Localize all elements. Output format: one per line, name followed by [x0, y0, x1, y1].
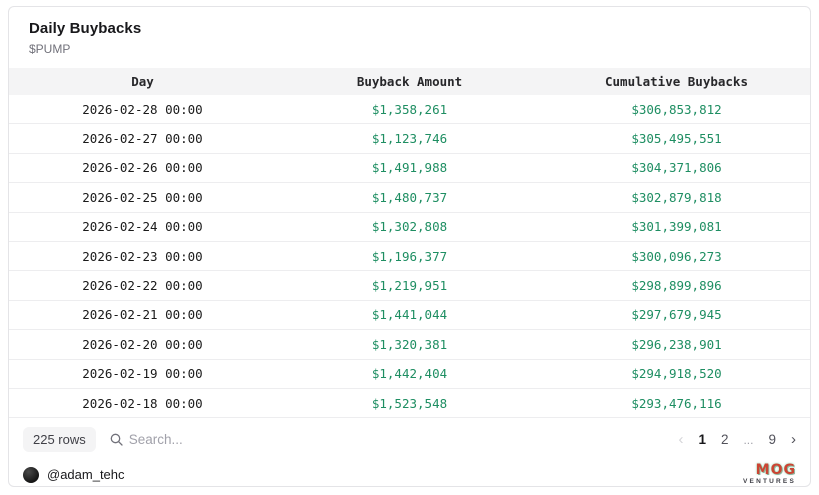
- cell-cumulative-buybacks: $297,679,945: [631, 307, 722, 323]
- cell-buyback-amount: $1,441,044: [371, 307, 448, 323]
- cell-buyback-amount: $1,320,381: [371, 336, 448, 352]
- cell-buyback-amount: $1,480,737: [371, 189, 448, 205]
- cell-cumulative-buybacks: $305,495,551: [631, 131, 722, 147]
- pagination-ellipsis: ...: [743, 432, 754, 447]
- ventures-logo-text: MOG: [755, 462, 796, 479]
- search-input[interactable]: Search...: [110, 432, 183, 447]
- pagination-page-2[interactable]: 2: [720, 432, 729, 448]
- table-row: 2026-02-19 00:00 $1,442,404 $294,918,520: [9, 360, 810, 389]
- cell-cumulative-buybacks: $294,918,520: [631, 366, 722, 382]
- avatar: [23, 466, 39, 483]
- cell-buyback-amount: $1,302,808: [371, 219, 448, 235]
- cell-buyback-amount: $1,358,261: [371, 101, 448, 117]
- cell-buyback-amount: $1,491,988: [371, 160, 448, 176]
- table-row: 2026-02-18 00:00 $1,523,548 $293,476,116: [9, 389, 810, 419]
- cell-day: 2026-02-18 00:00: [82, 395, 203, 411]
- table-row: 2026-02-22 00:00 $1,219,951 $298,899,896: [9, 271, 810, 301]
- cell-cumulative-buybacks: $304,371,806: [631, 160, 722, 176]
- cell-cumulative-buybacks: $306,853,812: [631, 101, 722, 117]
- buybacks-table: Day Buyback Amount Cumulative Buybacks 2…: [9, 68, 810, 419]
- search-icon: [110, 433, 123, 446]
- cell-day: 2026-02-21 00:00: [82, 307, 203, 323]
- table-row: 2026-02-24 00:00 $1,302,808 $301,399,081: [9, 213, 810, 242]
- cell-day: 2026-02-25 00:00: [82, 189, 203, 205]
- cell-cumulative-buybacks: $300,096,273: [631, 248, 722, 264]
- cell-buyback-amount: $1,219,951: [371, 278, 448, 294]
- table-controls: 225 rows Search... ‹ 1 2 ... 9 ›: [9, 418, 810, 459]
- ventures-logo: MOG VENTURES: [743, 463, 796, 486]
- search-placeholder: Search...: [128, 432, 183, 448]
- cell-day: 2026-02-22 00:00: [82, 278, 203, 294]
- token-subtitle: $PUMP: [29, 42, 71, 56]
- table-row: 2026-02-20 00:00 $1,320,381 $296,238,901: [9, 330, 810, 360]
- cell-day: 2026-02-23 00:00: [82, 248, 203, 264]
- attribution-bar: @adam_tehc MOG VENTURES: [9, 459, 810, 486]
- card-header: Daily Buybacks $PUMP: [9, 7, 810, 68]
- cell-cumulative-buybacks: $302,879,818: [631, 189, 722, 205]
- cell-cumulative-buybacks: $301,399,081: [631, 219, 722, 235]
- ventures-logo-subtext: VENTURES: [743, 478, 796, 486]
- table-body: 2026-02-28 00:00 $1,358,261 $306,853,812 20…: [9, 95, 810, 419]
- cell-buyback-amount: $1,442,404: [371, 366, 448, 382]
- pagination-next-icon[interactable]: ›: [791, 431, 796, 449]
- cell-cumulative-buybacks: $298,899,896: [631, 278, 722, 294]
- table-row: 2026-02-27 00:00 $1,123,746 $305,495,551: [9, 124, 810, 154]
- cell-cumulative-buybacks: $296,238,901: [631, 336, 722, 352]
- cell-buyback-amount: $1,523,548: [371, 395, 448, 411]
- pagination-page-1[interactable]: 1: [698, 432, 706, 448]
- page-title: Daily Buybacks: [29, 20, 142, 37]
- cell-day: 2026-02-28 00:00: [82, 101, 203, 117]
- cell-cumulative-buybacks: $293,476,116: [631, 395, 722, 411]
- row-count-badge: 225 rows: [23, 427, 96, 453]
- column-header-day: Day: [131, 74, 154, 89]
- cell-day: 2026-02-24 00:00: [82, 219, 203, 235]
- cell-buyback-amount: $1,123,746: [371, 131, 448, 147]
- table-row: 2026-02-21 00:00 $1,441,044 $297,679,945: [9, 301, 810, 331]
- cell-day: 2026-02-27 00:00: [82, 131, 203, 147]
- cell-day: 2026-02-19 00:00: [82, 366, 203, 382]
- table-header-row: Day Buyback Amount Cumulative Buybacks: [9, 68, 810, 95]
- pagination: ‹ 1 2 ... 9 ›: [678, 432, 796, 447]
- pagination-prev-icon[interactable]: ‹: [678, 431, 684, 449]
- pagination-page-9[interactable]: 9: [768, 432, 776, 448]
- table-row: 2026-02-23 00:00 $1,196,377 $300,096,273: [9, 242, 810, 272]
- cell-day: 2026-02-26 00:00: [82, 160, 203, 176]
- cell-day: 2026-02-20 00:00: [82, 336, 203, 352]
- table-row: 2026-02-25 00:00 $1,480,737 $302,879,818: [9, 183, 810, 213]
- column-header-buyback-amount: Buyback Amount: [356, 74, 463, 89]
- table-row: 2026-02-28 00:00 $1,358,261 $306,853,812: [9, 95, 810, 125]
- daily-buybacks-card: Daily Buybacks $PUMP Day Buyback Amount …: [8, 6, 811, 487]
- column-header-cumulative-buybacks: Cumulative Buybacks: [605, 74, 748, 89]
- author-handle: @adam_tehc: [47, 467, 125, 483]
- cell-buyback-amount: $1,196,377: [371, 248, 448, 264]
- table-row: 2026-02-26 00:00 $1,491,988 $304,371,806: [9, 154, 810, 184]
